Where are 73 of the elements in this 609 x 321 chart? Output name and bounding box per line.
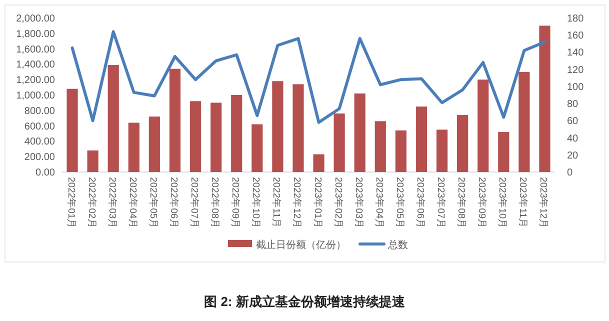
y-tick-label: 600.00 xyxy=(24,121,56,132)
bar xyxy=(231,95,242,172)
bar xyxy=(169,68,181,172)
x-tick-label: 2023年05月 xyxy=(394,177,406,229)
bar xyxy=(252,124,263,172)
y2-tick-label: 160 xyxy=(567,30,584,42)
y2-tick-label: 0 xyxy=(567,168,573,178)
y-tick-label: 1,200.00 xyxy=(16,75,56,86)
x-tick-label: 2022年10月 xyxy=(250,177,262,229)
bar xyxy=(272,81,284,172)
bar xyxy=(395,130,406,172)
bar xyxy=(128,122,140,172)
x-tick-label: 2023年01月 xyxy=(312,177,324,229)
y-tick-label: 1,400.00 xyxy=(16,60,56,71)
x-tick-label: 2023年06月 xyxy=(414,177,426,229)
bar xyxy=(210,102,222,172)
y2-tick-label: 140 xyxy=(567,48,584,59)
legend-label: 总数 xyxy=(387,239,408,251)
x-tick-label: 2022年08月 xyxy=(209,177,222,229)
bar xyxy=(457,115,468,172)
x-tick-label: 2023年02月 xyxy=(332,177,344,229)
text: 图 2: 新成立基金份额增速持续提速 xyxy=(204,294,406,309)
bar xyxy=(374,121,386,172)
bar xyxy=(354,93,366,172)
bar xyxy=(416,106,428,172)
y2-tick-label: 100 xyxy=(567,82,584,93)
bar xyxy=(190,101,202,172)
bar xyxy=(498,132,510,172)
bar xyxy=(148,116,160,172)
x-tick-label: 2022年01月 xyxy=(65,177,78,229)
y-tick-label: 800.00 xyxy=(24,106,56,117)
x-tick-label: 2023年03月 xyxy=(352,177,365,229)
x-tick-label: 2022年12月 xyxy=(291,177,304,229)
bar xyxy=(518,72,530,172)
bar xyxy=(539,26,550,172)
y2-tick-label: 60 xyxy=(567,116,579,128)
x-tick-label: 2023年10月 xyxy=(496,177,509,229)
bar xyxy=(436,130,448,172)
x-tick-label: 2023年09月 xyxy=(476,177,488,229)
bar xyxy=(292,84,304,172)
y2-tick-label: 180 xyxy=(567,14,584,24)
x-tick-label: 2022年07月 xyxy=(188,177,201,229)
y-tick-label: 1,600.00 xyxy=(16,44,56,56)
x-tick-label: 2023年07月 xyxy=(435,177,448,229)
x-tick-label: 2022年05月 xyxy=(147,177,160,229)
y2-tick-label: 40 xyxy=(567,133,579,144)
line-series xyxy=(70,30,546,124)
y-tick-label: 1,800.00 xyxy=(16,28,56,40)
x-tick-label: 2023年11月 xyxy=(517,177,530,228)
x-tick-label: 2023年12月 xyxy=(538,177,550,229)
x-tick-label: 2022年02月 xyxy=(86,177,98,229)
bar xyxy=(334,113,345,172)
y-tick-label: 0.00 xyxy=(36,168,56,178)
bar xyxy=(66,88,78,172)
bar xyxy=(478,80,489,172)
bar xyxy=(108,64,119,172)
y2-tick-label: 80 xyxy=(567,99,579,110)
y-tick-label: 1,000.00 xyxy=(16,90,56,102)
legend-label: 截止日份额（亿份） xyxy=(256,239,346,251)
y2-tick-label: 20 xyxy=(567,150,579,162)
y2-tick-label: 120 xyxy=(567,64,584,76)
y-tick-label: 200.00 xyxy=(24,152,56,164)
x-tick-label: 2023年04月 xyxy=(373,177,386,229)
x-tick-label: 2022年06月 xyxy=(168,177,180,229)
y-tick-label: 400.00 xyxy=(24,136,56,148)
x-tick-label: 2023年08月 xyxy=(456,177,468,229)
x-tick-label: 2022年04月 xyxy=(126,177,139,229)
bar xyxy=(313,154,324,172)
bar xyxy=(87,150,98,172)
x-tick-label: 2022年09月 xyxy=(230,177,242,229)
x-tick-label: 2022年03月 xyxy=(106,177,118,229)
y-tick-label: 2,000.00 xyxy=(16,14,56,24)
x-tick-label: 2022年11月 xyxy=(270,177,283,228)
